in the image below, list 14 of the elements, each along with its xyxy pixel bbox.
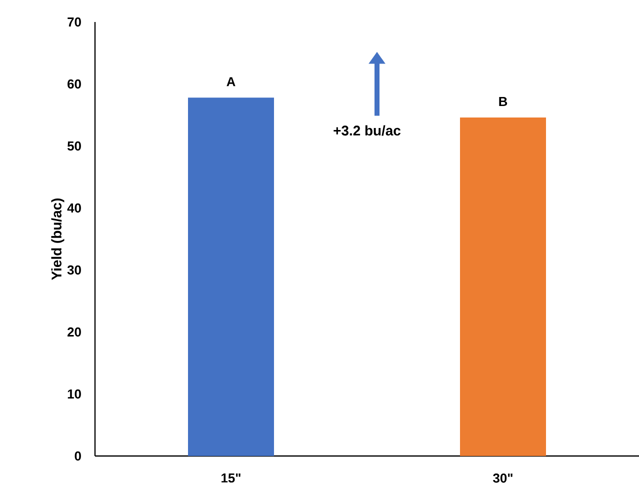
y-tick-label: 10 [68,389,81,399]
annotation: B [499,97,508,106]
annotation: +3.2 bu/ac [334,125,400,136]
y-tick-label: 20 [68,327,81,337]
y-tick-label: 40 [67,203,81,213]
y-tick-label: 30 [67,265,81,275]
x-tick-label: 15" [222,474,240,483]
y-tick-label: 70 [68,17,81,27]
x-tick-label: 30" [493,474,512,483]
y-tick-label: 50 [67,141,81,151]
y-tick-label: 60 [68,79,81,89]
annotation: A [226,77,236,86]
y-tick-label: 0 [74,451,81,461]
y-axis-title: Yield (bu/ac) [51,198,64,280]
